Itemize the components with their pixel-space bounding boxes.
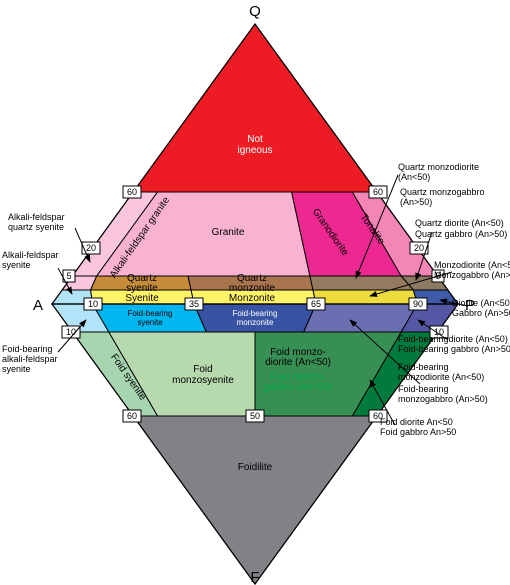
svg-text:Quartz monzogabbro: Quartz monzogabbro: [400, 187, 485, 197]
svg-text:Foid: Foid: [193, 364, 212, 375]
svg-text:35: 35: [189, 299, 199, 309]
svg-text:5: 5: [66, 271, 71, 281]
svg-text:monzonite: monzonite: [237, 318, 274, 327]
svg-text:Quartz gabbro (An>50): Quartz gabbro (An>50): [415, 229, 507, 239]
svg-text:Quartz monzodiorite: Quartz monzodiorite: [398, 162, 479, 172]
svg-text:Syenite: Syenite: [125, 293, 159, 304]
svg-text:Quartz diorite (An<50): Quartz diorite (An<50): [415, 218, 504, 228]
apex-a: A: [33, 297, 43, 314]
svg-text:gabbro (An<50): gabbro (An<50): [263, 382, 333, 393]
apex-q: Q: [249, 3, 261, 20]
svg-text:(An>50): (An>50): [400, 197, 432, 207]
svg-text:Monzonite: Monzonite: [229, 293, 276, 304]
field-foidilite: [133, 416, 377, 584]
svg-text:90: 90: [413, 299, 423, 309]
svg-text:Not: Not: [247, 134, 263, 145]
svg-text:syenite: syenite: [2, 364, 31, 374]
svg-text:60: 60: [127, 187, 137, 197]
svg-text:Foid-bearing: Foid-bearing: [2, 344, 53, 354]
svg-text:diorite (An<50): diorite (An<50): [265, 357, 331, 368]
svg-text:Alkali-feldspar: Alkali-feldspar: [8, 212, 65, 222]
svg-text:syenite: syenite: [2, 260, 31, 270]
field-not-igneous: [133, 24, 377, 192]
svg-text:Gabbro (An>50): Gabbro (An>50): [452, 308, 510, 318]
svg-text:Granite: Granite: [212, 227, 245, 238]
svg-text:Foid-bearing: Foid-bearing: [233, 309, 278, 318]
apex-f: F: [250, 569, 259, 585]
svg-text:syenite: syenite: [137, 318, 163, 327]
svg-text:Foid diorite An<50: Foid diorite An<50: [380, 417, 453, 427]
svg-text:Foid-bearingdiorite (An<50): Foid-bearingdiorite (An<50): [398, 334, 508, 344]
svg-text:60: 60: [127, 411, 137, 421]
svg-text:Foid-bearing: Foid-bearing: [398, 384, 449, 394]
svg-text:Foid gabbro An>50: Foid gabbro An>50: [380, 427, 456, 437]
svg-text:Foid-bearing gabbro (An>50): Foid-bearing gabbro (An>50): [398, 344, 510, 354]
svg-text:10: 10: [88, 299, 98, 309]
svg-text:monzodiorite (An<50): monzodiorite (An<50): [398, 372, 484, 382]
svg-text:monzosyenite: monzosyenite: [172, 375, 234, 386]
svg-text:igneous: igneous: [237, 145, 272, 156]
svg-text:monzogabbro (An>50): monzogabbro (An>50): [398, 394, 488, 404]
svg-text:(An<50): (An<50): [398, 172, 430, 182]
svg-text:50: 50: [250, 411, 260, 421]
svg-text:quartz syenite: quartz syenite: [8, 222, 64, 232]
svg-text:10: 10: [66, 327, 76, 337]
svg-text:alkali-feldspar: alkali-feldspar: [2, 354, 58, 364]
svg-text:Monzogabbro (An>50): Monzogabbro (An>50): [434, 270, 510, 280]
svg-text:20: 20: [414, 243, 424, 253]
field-monzodiorite: [313, 290, 417, 304]
svg-text:Monzodiorite (An<50): Monzodiorite (An<50): [434, 260, 510, 270]
svg-text:Alkali-feldspar: Alkali-feldspar: [2, 250, 59, 260]
svg-text:Foid-bearing: Foid-bearing: [398, 362, 449, 372]
svg-text:20: 20: [86, 243, 96, 253]
svg-text:65: 65: [311, 299, 321, 309]
svg-text:Diorite (An<50): Diorite (An<50): [452, 298, 510, 308]
svg-text:60: 60: [373, 187, 383, 197]
svg-text:Foidilite: Foidilite: [238, 462, 273, 473]
svg-text:Foid-bearing: Foid-bearing: [128, 309, 173, 318]
